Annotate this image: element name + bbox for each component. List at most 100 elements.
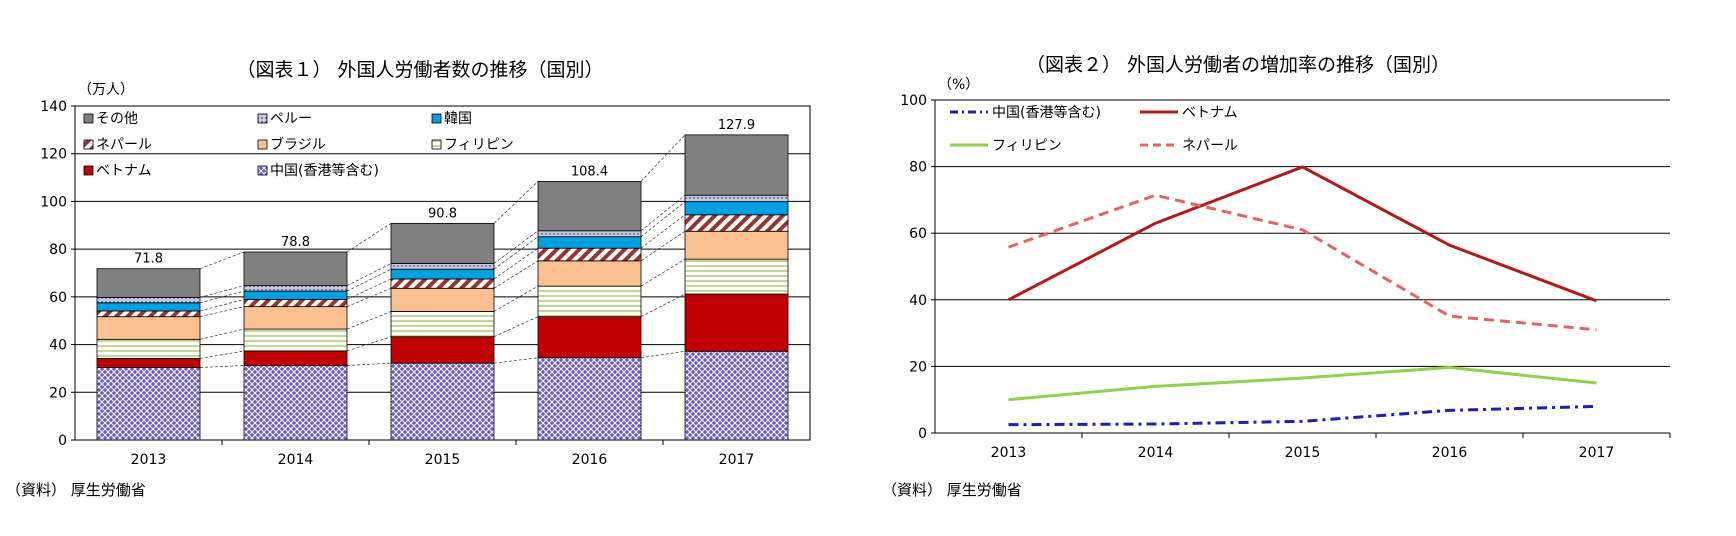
figure1-bar-segment — [537, 260, 642, 287]
figure2-y-tick-label: 0 — [918, 426, 927, 442]
figure1-x-tick-label: 2017 — [719, 452, 755, 468]
figure1-bar-segment — [390, 268, 495, 280]
figure2-chart: （図表２） 外国人労働者の増加率の推移（国別） （%） （資料） 厚生労働省 0… — [882, 54, 1671, 499]
figure1-connector-line — [346, 362, 392, 366]
figure1-bar-segment — [243, 299, 348, 308]
figure1-connector-line — [493, 316, 539, 338]
figure1-bar-segment — [537, 285, 642, 318]
figure1-connector-line — [493, 230, 539, 264]
figure1-total-label: 127.9 — [718, 118, 755, 133]
figure2-x-tick-label: 2016 — [1432, 445, 1468, 461]
figure2-x-tick-label: 2015 — [1285, 445, 1321, 461]
figure1-bar-segment — [684, 134, 789, 196]
figure1-y-tick-label: 120 — [40, 147, 67, 163]
figure1-y-tick-label: 60 — [49, 290, 67, 306]
figure2-y-tick-label: 80 — [909, 160, 927, 176]
figure1-x-tick-label: 2015 — [425, 452, 461, 468]
figure1-legend-label: 中国(香港等含む) — [270, 162, 379, 179]
figure1-connector-line — [346, 336, 392, 352]
figure2-x-tick-label: 2014 — [1138, 445, 1174, 461]
figure1-bar-segment — [537, 230, 642, 238]
figure1-bar-segment — [537, 180, 642, 232]
figure1-connector-line — [199, 365, 245, 368]
figure2-lines — [1007, 165, 1598, 427]
figure1-bar-segment — [390, 311, 495, 338]
figure1-legend-label: ベトナム — [96, 163, 152, 179]
figure1-connector-line — [493, 181, 539, 224]
figure2-y-tick-label: 40 — [909, 293, 927, 309]
figure2-series-line — [1008, 365, 1597, 402]
figure1-bar-segment — [96, 358, 201, 368]
figure1-bar-segment — [684, 350, 789, 441]
figure1-total-label: 78.8 — [281, 235, 310, 250]
figure1-connector-line — [199, 251, 245, 270]
figure2-legend-label: フィリピン — [992, 138, 1062, 154]
figure1-connector-line — [640, 201, 686, 238]
figure1-connector-line — [640, 194, 686, 232]
figure2-legend-label: ネパール — [1182, 138, 1238, 154]
figure1-bar-segment — [390, 362, 495, 441]
figure1-y-tick-label: 80 — [49, 242, 67, 258]
figure1-bar-segment — [684, 194, 789, 203]
figure2-y-tick-label: 60 — [909, 226, 927, 242]
figure1-connector-line — [640, 214, 686, 249]
figure1-bar-segment — [537, 357, 642, 441]
figure1-connector-line — [346, 263, 392, 286]
figure1-connector-line — [199, 285, 245, 298]
figure1-connector-line — [346, 287, 392, 307]
figure1-legend-label: ネパール — [96, 137, 152, 153]
figure1-connector-lines — [199, 134, 686, 368]
figure1-connector-line — [199, 290, 245, 304]
figure1-y-tick-label: 0 — [58, 433, 67, 449]
figure2-x-tick-label: 2017 — [1579, 445, 1615, 461]
figure1-connector-line — [493, 357, 539, 364]
figure1-y-tick-label: 20 — [49, 385, 67, 401]
figure1-connector-line — [640, 293, 686, 317]
figure1-connector-line — [346, 223, 392, 253]
figure1-legend-label: ペルー — [270, 111, 312, 127]
figure1-connector-line — [640, 350, 686, 359]
figure1-bar-segment — [390, 263, 495, 270]
figure1-bar-segment — [96, 268, 201, 298]
figure1-bars: 71.8 78.8 90.8 108.4 127.9 — [96, 118, 789, 441]
figure1-x-tick-label: 2016 — [572, 452, 608, 468]
figure2-panel: （図表２） 外国人労働者の増加率の推移（国別） （%） （資料） 厚生労働省 0… — [860, 0, 1736, 536]
figure1-bar-segment — [684, 230, 789, 260]
figure1-y-tick-label: 140 — [40, 99, 67, 115]
figure1-source: （資料） 厚生労働省 — [6, 481, 146, 499]
figure1-legend-swatch — [83, 113, 94, 124]
figure1-y-tick-label: 40 — [49, 338, 67, 354]
figure2-source: （資料） 厚生労働省 — [882, 481, 1022, 499]
figure1-bar-segment — [537, 247, 642, 262]
figure2-title: （図表２） 外国人労働者の増加率の推移（国別） — [1026, 54, 1450, 76]
figure1-connector-line — [640, 230, 686, 262]
figure1-bar-segment — [684, 214, 789, 232]
figure1-bar-segment — [243, 328, 348, 352]
figure1-bar-segment — [96, 302, 201, 312]
figure1-connector-line — [199, 350, 245, 359]
figure2-y-tick-label: 20 — [909, 359, 927, 375]
figure1-bar-segment — [390, 336, 495, 364]
figure1-legend-swatch — [431, 139, 442, 150]
figure1-bar-segment — [96, 316, 201, 340]
figure2-series-line — [1008, 404, 1597, 427]
figure1-connector-line — [493, 285, 539, 312]
figure1-legend-label: その他 — [96, 111, 138, 127]
figure2-y-tick-label: 100 — [900, 93, 927, 109]
figure1-connector-line — [493, 247, 539, 280]
figure1-connector-line — [346, 268, 392, 292]
figure1-bar-segment — [243, 365, 348, 441]
figure1-legend-label: フィリピン — [444, 137, 514, 153]
figure2-series-line — [1007, 165, 1598, 303]
figure1-bar-segment — [243, 350, 348, 366]
figure1-bar-segment — [390, 278, 495, 289]
figure1-connector-line — [346, 311, 392, 330]
figure1-total-label: 108.4 — [571, 164, 608, 179]
figure1-panel: （図表１） 外国人労働者数の推移（国別） （万人） （資料） 厚生労働省 71.… — [0, 0, 860, 536]
figure1-legend-swatch — [431, 113, 442, 124]
figure1-chart: （図表１） 外国人労働者数の推移（国別） （万人） （資料） 厚生労働省 71.… — [6, 59, 811, 499]
figure1-y-tick-label: 100 — [40, 194, 67, 210]
figure1-axes: 0 20 40 60 80 100 120 140 2013 2014 2015 2016 2017 — [40, 99, 754, 468]
